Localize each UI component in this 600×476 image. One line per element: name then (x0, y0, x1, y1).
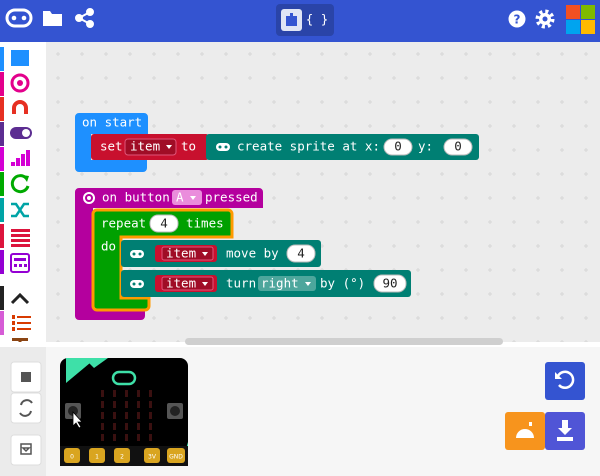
help-button[interactable] (508, 10, 526, 28)
undo-icon (556, 370, 575, 390)
collapse-icon (20, 443, 32, 455)
toolbox-categories[interactable] (0, 47, 32, 342)
number-input[interactable]: 0 (394, 139, 402, 154)
pin-label: 0 (70, 454, 74, 461)
block-label: turn (226, 276, 256, 291)
undo-button[interactable] (545, 362, 585, 400)
turn-block[interactable]: item turn right by (°) 90 (121, 270, 411, 297)
open-icon[interactable] (43, 11, 62, 26)
number-input[interactable]: 90 (382, 276, 397, 291)
block-label: set (100, 139, 123, 154)
block-label: by (°) (320, 276, 365, 291)
number-input[interactable]: 0 (454, 139, 462, 154)
pin-label: 2 (120, 454, 124, 461)
number-input[interactable]: 4 (160, 216, 168, 231)
block-label: to (181, 139, 196, 154)
blocks-icon (286, 13, 297, 26)
microbit-simulator[interactable]: 0 1 2 3V GND (60, 358, 188, 466)
variable-dropdown[interactable]: item (166, 246, 196, 261)
restart-icon (19, 399, 33, 417)
move-block[interactable]: item move by 4 (121, 240, 321, 267)
pin-label: 3V (148, 454, 157, 461)
button-dropdown[interactable]: A (176, 190, 184, 205)
block-label: move by (226, 246, 279, 261)
on-start-block[interactable]: on start set item to create sprite at x:… (75, 113, 479, 172)
pin-label: 1 (95, 454, 99, 461)
block-label: y: (418, 139, 433, 154)
microsoft-logo[interactable] (566, 5, 595, 34)
settings-button[interactable] (535, 9, 555, 29)
block-label: on button (102, 190, 170, 205)
repeat-block[interactable]: repeat 4 times do (91, 208, 234, 312)
restart-button[interactable] (10, 392, 42, 424)
block-label: pressed (205, 190, 258, 205)
direction-dropdown[interactable]: right (261, 276, 299, 291)
block-label: repeat (101, 216, 146, 231)
share-icon[interactable] (75, 8, 94, 28)
block-label: on start (82, 115, 142, 130)
pin-label: GND (169, 454, 183, 461)
block-label: do (101, 239, 116, 254)
download-icon (557, 420, 573, 441)
help-icon: ? (514, 13, 521, 27)
stop-icon (21, 372, 31, 382)
variable-dropdown[interactable]: item (166, 276, 196, 291)
variable-dropdown[interactable]: item (130, 139, 160, 154)
scrollbar[interactable] (185, 338, 503, 345)
block-label: times (186, 216, 224, 231)
number-input[interactable]: 4 (297, 246, 305, 261)
block-label: create sprite at x: (237, 139, 380, 154)
undo-arrow (555, 372, 562, 379)
on-button-block[interactable]: on button A pressed (75, 188, 263, 320)
snail-icon (516, 422, 534, 438)
microbit-logo[interactable] (5, 8, 33, 28)
code-toggle[interactable]: { } (306, 12, 329, 27)
